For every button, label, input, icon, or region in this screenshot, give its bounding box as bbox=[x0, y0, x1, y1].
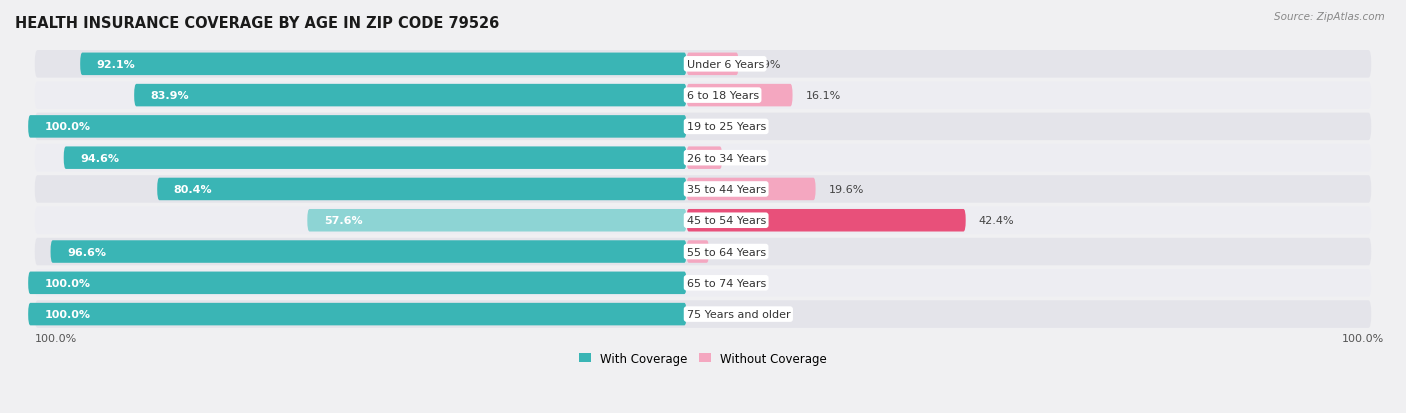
FancyBboxPatch shape bbox=[35, 82, 1371, 109]
Text: 26 to 34 Years: 26 to 34 Years bbox=[686, 153, 766, 163]
Text: Under 6 Years: Under 6 Years bbox=[686, 59, 763, 70]
Text: 55 to 64 Years: 55 to 64 Years bbox=[686, 247, 766, 257]
FancyBboxPatch shape bbox=[686, 53, 738, 76]
Legend: With Coverage, Without Coverage: With Coverage, Without Coverage bbox=[574, 347, 832, 369]
Text: 0.0%: 0.0% bbox=[700, 309, 728, 319]
Text: 45 to 54 Years: 45 to 54 Years bbox=[686, 216, 766, 225]
FancyBboxPatch shape bbox=[134, 85, 686, 107]
FancyBboxPatch shape bbox=[35, 113, 1371, 141]
FancyBboxPatch shape bbox=[35, 145, 1371, 172]
FancyBboxPatch shape bbox=[686, 178, 815, 201]
FancyBboxPatch shape bbox=[28, 116, 686, 138]
Text: HEALTH INSURANCE COVERAGE BY AGE IN ZIP CODE 79526: HEALTH INSURANCE COVERAGE BY AGE IN ZIP … bbox=[15, 16, 499, 31]
Text: 96.6%: 96.6% bbox=[67, 247, 105, 257]
FancyBboxPatch shape bbox=[686, 85, 793, 107]
FancyBboxPatch shape bbox=[35, 51, 1371, 78]
Text: 83.9%: 83.9% bbox=[150, 91, 190, 101]
FancyBboxPatch shape bbox=[35, 176, 1371, 203]
Text: 3.4%: 3.4% bbox=[723, 247, 751, 257]
Text: 42.4%: 42.4% bbox=[979, 216, 1015, 225]
Text: 0.0%: 0.0% bbox=[700, 122, 728, 132]
FancyBboxPatch shape bbox=[35, 207, 1371, 235]
FancyBboxPatch shape bbox=[28, 303, 686, 325]
FancyBboxPatch shape bbox=[35, 238, 1371, 266]
FancyBboxPatch shape bbox=[35, 269, 1371, 297]
Text: 100.0%: 100.0% bbox=[45, 122, 90, 132]
Text: 100.0%: 100.0% bbox=[35, 334, 77, 344]
FancyBboxPatch shape bbox=[51, 241, 686, 263]
Text: 35 to 44 Years: 35 to 44 Years bbox=[686, 185, 766, 195]
Text: 80.4%: 80.4% bbox=[174, 185, 212, 195]
FancyBboxPatch shape bbox=[63, 147, 686, 169]
FancyBboxPatch shape bbox=[686, 241, 709, 263]
Text: 5.4%: 5.4% bbox=[735, 153, 763, 163]
Text: 6 to 18 Years: 6 to 18 Years bbox=[686, 91, 759, 101]
Text: 16.1%: 16.1% bbox=[806, 91, 841, 101]
Text: 57.6%: 57.6% bbox=[323, 216, 363, 225]
FancyBboxPatch shape bbox=[308, 209, 686, 232]
Text: 100.0%: 100.0% bbox=[1343, 334, 1385, 344]
Text: 7.9%: 7.9% bbox=[752, 59, 780, 70]
FancyBboxPatch shape bbox=[28, 272, 686, 294]
Text: 100.0%: 100.0% bbox=[45, 278, 90, 288]
Text: 19 to 25 Years: 19 to 25 Years bbox=[686, 122, 766, 132]
FancyBboxPatch shape bbox=[35, 301, 1371, 328]
FancyBboxPatch shape bbox=[80, 53, 686, 76]
Text: 75 Years and older: 75 Years and older bbox=[686, 309, 790, 319]
FancyBboxPatch shape bbox=[686, 209, 966, 232]
Text: Source: ZipAtlas.com: Source: ZipAtlas.com bbox=[1274, 12, 1385, 22]
Text: 0.0%: 0.0% bbox=[700, 278, 728, 288]
Text: 94.6%: 94.6% bbox=[80, 153, 120, 163]
Text: 100.0%: 100.0% bbox=[45, 309, 90, 319]
FancyBboxPatch shape bbox=[686, 147, 723, 169]
Text: 92.1%: 92.1% bbox=[97, 59, 135, 70]
Text: 65 to 74 Years: 65 to 74 Years bbox=[686, 278, 766, 288]
Text: 19.6%: 19.6% bbox=[828, 185, 865, 195]
FancyBboxPatch shape bbox=[157, 178, 686, 201]
